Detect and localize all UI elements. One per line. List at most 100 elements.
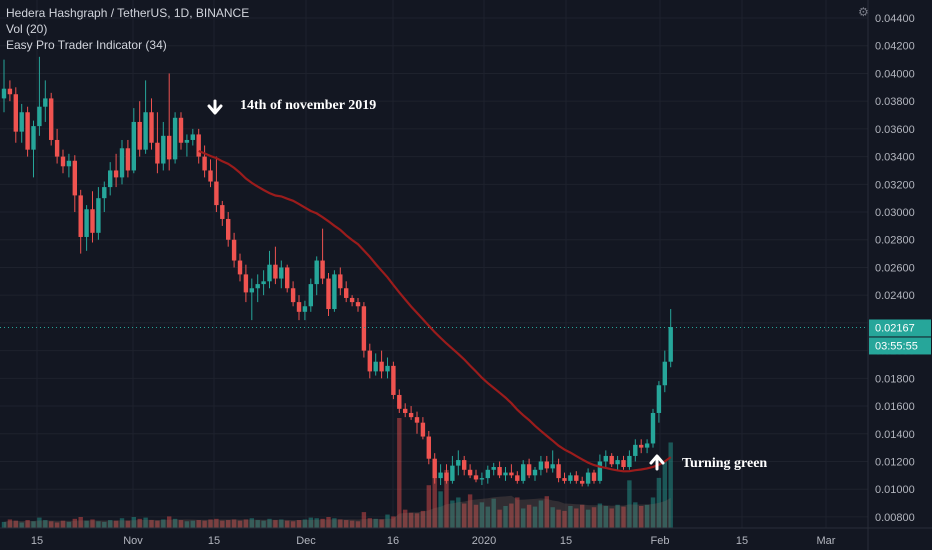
volume-bar — [196, 520, 201, 528]
volume-bar — [444, 469, 449, 528]
candle-body — [426, 436, 431, 459]
candle-body — [96, 198, 101, 233]
volume-bar — [214, 518, 219, 528]
volume-bar — [143, 517, 148, 528]
x-tick-label: 15 — [736, 535, 748, 547]
volume-bar — [243, 519, 249, 528]
volume-bar — [556, 509, 561, 528]
volume-bar — [355, 521, 361, 528]
y-tick-label: 0.02600 — [875, 262, 915, 274]
volume-bar — [155, 520, 160, 528]
x-tick-label: 2020 — [472, 535, 496, 547]
candle-body — [420, 422, 426, 437]
y-tick-label: 0.03200 — [875, 179, 915, 191]
candle-body — [161, 135, 166, 164]
y-tick-label: 0.03800 — [875, 96, 915, 108]
candle-body — [479, 478, 485, 480]
down-arrow-icon — [207, 99, 223, 115]
volume-bar — [550, 507, 555, 528]
volume-bar — [568, 506, 573, 528]
candle-body — [662, 361, 667, 386]
volume-bar — [403, 509, 408, 528]
volume-bar — [521, 508, 526, 528]
volume-bar — [267, 518, 272, 528]
volume-bar — [226, 520, 231, 528]
candle-body — [450, 465, 455, 481]
candle-body — [556, 464, 561, 479]
volume-bar — [66, 521, 72, 528]
candle-body — [131, 121, 136, 171]
volume-bar — [285, 520, 290, 528]
countdown-badge-value: 03:55:55 — [875, 340, 918, 352]
candle-body — [473, 475, 479, 480]
y-tick-label: 0.01600 — [875, 401, 915, 413]
candle-body — [155, 142, 160, 164]
volume-bar — [279, 519, 284, 528]
symbol-title[interactable]: Hedera Hashgraph / TetherUS, 1D, BINANCE — [6, 6, 250, 20]
volume-bar — [656, 477, 662, 528]
candle-body — [414, 417, 420, 423]
candle-body — [609, 455, 614, 465]
volume-bar — [96, 521, 101, 528]
candle-body — [190, 134, 195, 140]
candle-body — [302, 306, 308, 312]
volume-bar — [320, 518, 325, 528]
candle-body — [243, 274, 249, 293]
candle-body — [308, 284, 313, 307]
candle-body — [544, 461, 549, 469]
candle-body — [344, 288, 349, 298]
volume-bar — [60, 520, 66, 528]
volume-bar — [367, 518, 372, 528]
candle-body — [172, 117, 178, 160]
volume-bar — [385, 514, 390, 528]
y-tick-label: 0.04400 — [875, 13, 915, 25]
volume-bar — [308, 517, 313, 528]
indicator-label[interactable]: Easy Pro Trader Indicator (34) — [6, 38, 167, 52]
volume-bar — [349, 520, 355, 528]
candle-body — [320, 260, 325, 279]
candle-body — [627, 455, 632, 468]
candle-body — [43, 98, 48, 107]
candle-body — [432, 458, 437, 479]
volume-bar — [497, 509, 502, 528]
candle-body — [591, 472, 597, 481]
candle-body — [462, 460, 467, 470]
price-badge-value: 0.02167 — [875, 322, 915, 334]
volume-bars — [1, 418, 673, 528]
candle-body — [580, 480, 585, 484]
volume-bar — [302, 519, 308, 528]
volume-bar — [397, 418, 402, 528]
candle-body — [373, 361, 378, 372]
x-tick-label: 15 — [31, 535, 43, 547]
candle-body — [391, 365, 396, 395]
price-badge — [869, 319, 931, 337]
volume-bar — [450, 500, 455, 528]
volume-bar — [49, 521, 54, 528]
volume-bar — [532, 506, 538, 528]
volume-bar — [220, 520, 225, 528]
volume-bar — [467, 494, 473, 528]
y-tick-label: 0.01800 — [875, 373, 915, 385]
y-tick-label: 0.04200 — [875, 41, 915, 53]
volume-bar — [149, 520, 154, 528]
volume-bar — [420, 510, 426, 528]
y-tick-label: 0.02800 — [875, 235, 915, 247]
volume-bar — [37, 517, 42, 528]
candle-body — [491, 467, 496, 470]
candle-body — [367, 350, 372, 372]
volume-bar — [462, 503, 467, 528]
volume-indicator-label[interactable]: Vol (20) — [6, 22, 48, 36]
candle-body — [379, 361, 384, 372]
volume-bar — [31, 521, 36, 528]
candle-body — [137, 121, 142, 150]
candlesticks — [1, 56, 673, 487]
settings-icon[interactable]: ⚙ — [858, 5, 869, 19]
countdown-badge — [869, 337, 931, 355]
volume-bar — [491, 498, 496, 528]
volume-bar — [580, 504, 585, 528]
candle-body — [550, 464, 555, 469]
candle-body — [562, 478, 567, 481]
grid-lines — [0, 0, 868, 528]
candle-body — [102, 187, 107, 199]
